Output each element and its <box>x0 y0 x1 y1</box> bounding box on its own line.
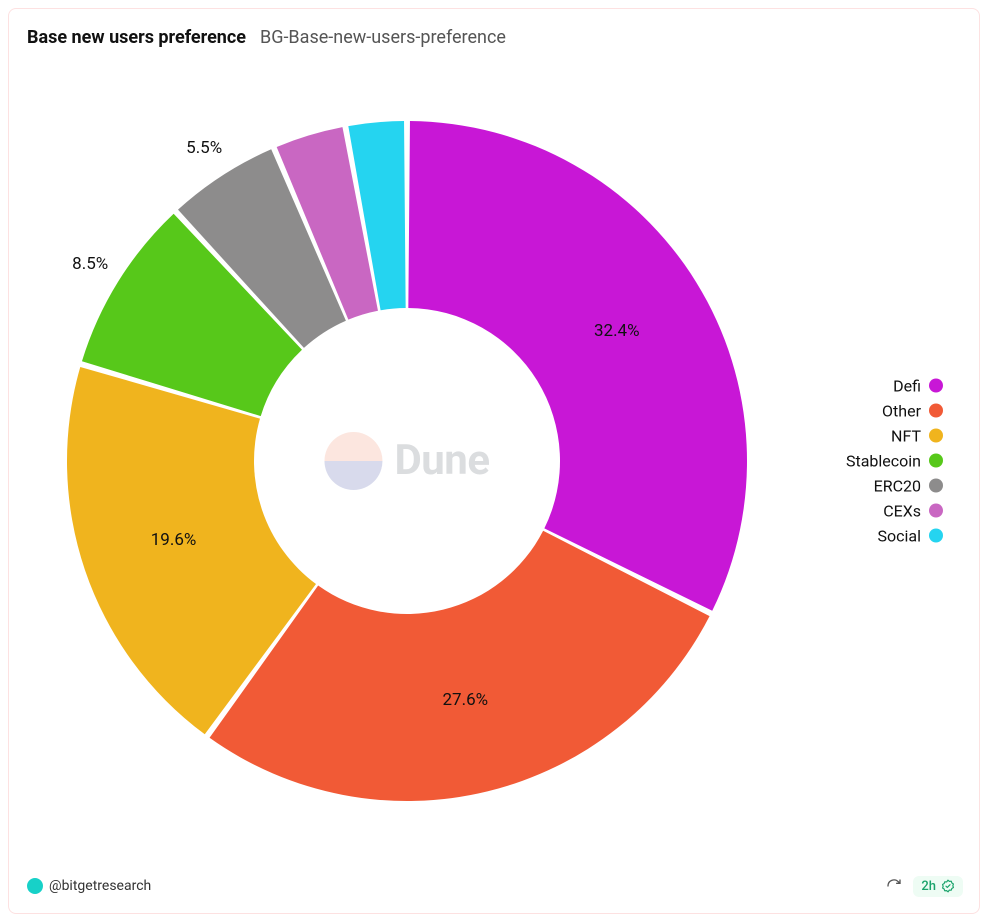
refresh-button[interactable] <box>885 877 903 895</box>
legend-label: Defi <box>893 376 921 395</box>
legend-label: Other <box>882 401 921 420</box>
donut-chart: 32.4%27.6%19.6%8.5%5.5% Dune <box>27 81 787 841</box>
legend-dot-icon <box>929 379 943 393</box>
legend-item[interactable]: Other <box>846 401 943 420</box>
chart-card: Base new users preference BG-Base-new-us… <box>8 8 980 914</box>
donut-slice[interactable] <box>408 121 747 611</box>
legend-dot-icon <box>929 529 943 543</box>
legend-label: CEXs <box>883 501 921 520</box>
legend-label: Social <box>878 526 921 545</box>
legend-item[interactable]: Defi <box>846 376 943 395</box>
card-title: Base new users preference <box>27 27 246 49</box>
query-age-badge[interactable]: 2h <box>913 876 963 897</box>
check-badge-icon <box>941 879 955 893</box>
legend-item[interactable]: Stablecoin <box>846 451 943 470</box>
card-subtitle: BG-Base-new-users-preference <box>260 27 506 49</box>
legend-dot-icon <box>929 404 943 418</box>
legend-item[interactable]: ERC20 <box>846 476 943 495</box>
legend-dot-icon <box>929 479 943 493</box>
author-handle: @bitgetresearch <box>49 878 151 894</box>
card-footer: @bitgetresearch 2h <box>27 873 963 899</box>
card-header: Base new users preference BG-Base-new-us… <box>27 27 963 49</box>
query-age-label: 2h <box>921 879 936 894</box>
legend: Defi Other NFT Stablecoin ERC20 CEXs Social <box>846 376 943 545</box>
donut-svg <box>27 81 787 841</box>
legend-item[interactable]: Social <box>846 526 943 545</box>
legend-item[interactable]: NFT <box>846 426 943 445</box>
legend-dot-icon <box>929 454 943 468</box>
chart-area: 32.4%27.6%19.6%8.5%5.5% Dune Defi Other NF… <box>27 49 963 873</box>
legend-label: NFT <box>891 426 921 445</box>
legend-label: Stablecoin <box>846 451 921 470</box>
legend-label: ERC20 <box>874 476 921 495</box>
legend-dot-icon <box>929 504 943 518</box>
footer-actions: 2h <box>885 876 963 897</box>
refresh-icon <box>886 878 902 894</box>
legend-item[interactable]: CEXs <box>846 501 943 520</box>
author-link[interactable]: @bitgetresearch <box>27 878 151 894</box>
author-avatar-icon <box>27 878 43 894</box>
legend-dot-icon <box>929 429 943 443</box>
